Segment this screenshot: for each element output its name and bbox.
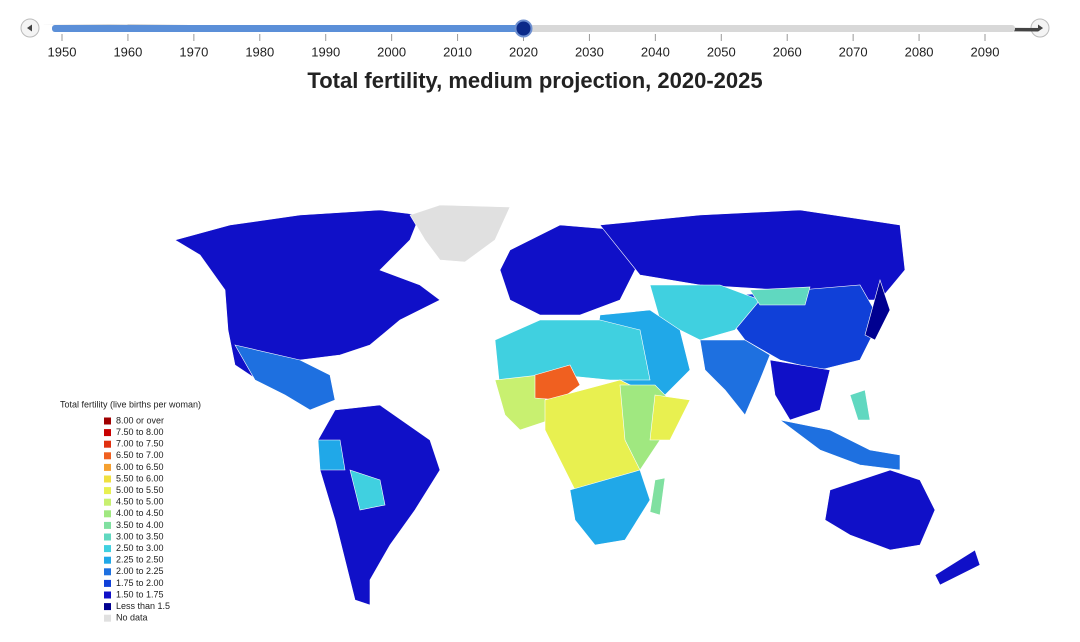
- region: [317, 439, 346, 471]
- region: [649, 477, 666, 516]
- region: [864, 278, 891, 341]
- slider-fill: [52, 25, 524, 32]
- region: [769, 359, 831, 421]
- region: [749, 286, 811, 306]
- year-label: 1980: [245, 44, 274, 59]
- year-label: 2040: [641, 44, 670, 59]
- region: [934, 549, 981, 586]
- year-label: 2080: [905, 44, 934, 59]
- year-label: 2010: [443, 44, 472, 59]
- year-label: 1970: [179, 44, 208, 59]
- legend-label: 3.00 to 3.50: [116, 531, 164, 541]
- year-label: 2050: [707, 44, 736, 59]
- region: [699, 339, 771, 416]
- legend-label: 2.50 to 3.00: [116, 543, 164, 553]
- legend-label: 1.50 to 1.75: [116, 589, 164, 599]
- legend-swatch: [104, 475, 111, 483]
- legend-label: 4.00 to 4.50: [116, 508, 164, 518]
- year-label: 2030: [575, 44, 604, 59]
- region: [349, 469, 386, 511]
- legend-label: 6.00 to 6.50: [116, 462, 164, 472]
- prev-button[interactable]: [20, 18, 40, 38]
- region: [499, 224, 641, 316]
- legend-swatch: [104, 487, 111, 495]
- legend-label: 7.00 to 7.50: [116, 439, 164, 449]
- region: [649, 394, 691, 441]
- world-map: [174, 204, 981, 606]
- region: [779, 419, 901, 471]
- legend-swatch: [104, 498, 111, 506]
- legend-swatch: [104, 614, 111, 622]
- legend-label: 1.75 to 2.00: [116, 578, 164, 588]
- year-label: 1990: [311, 44, 340, 59]
- legend-swatch: [104, 591, 111, 599]
- map-title: Total fertility, medium projection, 2020…: [307, 68, 762, 93]
- legend: Total fertility (live births per woman) …: [60, 399, 201, 622]
- year-label: 2090: [971, 44, 1000, 59]
- region: [534, 364, 581, 401]
- legend-swatch: [104, 533, 111, 541]
- legend-label: 5.00 to 5.50: [116, 485, 164, 495]
- region: [824, 469, 936, 551]
- legend-label: 4.50 to 5.00: [116, 497, 164, 507]
- legend-swatch: [104, 545, 111, 553]
- legend-swatch: [104, 568, 111, 576]
- year-label: 1960: [113, 44, 142, 59]
- legend-title: Total fertility (live births per woman): [60, 399, 201, 409]
- slider-knob[interactable]: [514, 19, 533, 38]
- legend-swatch: [104, 452, 111, 460]
- legend-label: No data: [116, 613, 148, 623]
- region: [569, 469, 651, 546]
- legend-swatch: [104, 510, 111, 518]
- legend-swatch: [104, 440, 111, 448]
- region: [234, 344, 336, 411]
- legend-label: Less than 1.5: [116, 601, 170, 611]
- year-label: 1950: [48, 44, 77, 59]
- year-label: 2060: [773, 44, 802, 59]
- legend-label: 6.50 to 7.00: [116, 450, 164, 460]
- legend-label: 8.00 or over: [116, 415, 164, 425]
- legend-swatch: [104, 463, 111, 471]
- legend-swatch: [104, 556, 111, 564]
- year-label: 2020: [509, 44, 538, 59]
- legend-label: 2.25 to 2.50: [116, 555, 164, 565]
- year-label: 2000: [377, 44, 406, 59]
- region: [174, 209, 441, 386]
- legend-label: 5.50 to 6.00: [116, 473, 164, 483]
- legend-label: 2.00 to 2.25: [116, 566, 164, 576]
- legend-swatch: [104, 579, 111, 587]
- region: [729, 284, 881, 371]
- region: [409, 204, 511, 263]
- legend-swatch: [104, 417, 111, 425]
- legend-swatch: [104, 603, 111, 611]
- region: [849, 389, 871, 421]
- legend-label: 7.50 to 8.00: [116, 427, 164, 437]
- legend-swatch: [104, 429, 111, 437]
- legend-label: 3.50 to 4.00: [116, 520, 164, 530]
- legend-swatch: [104, 521, 111, 529]
- year-label: 2070: [839, 44, 868, 59]
